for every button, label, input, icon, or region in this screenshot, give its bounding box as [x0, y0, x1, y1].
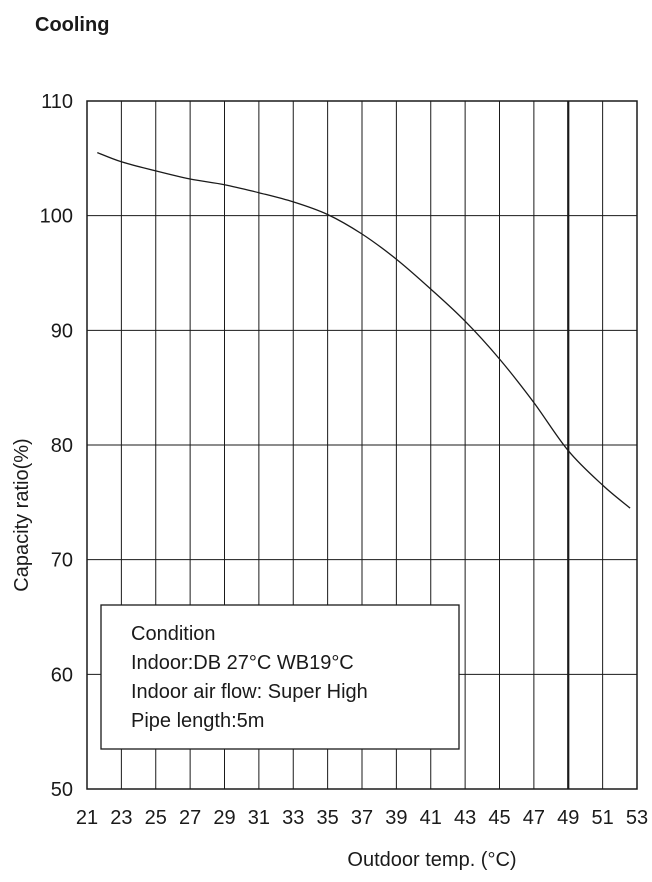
tick-labels: 21 23 25 27 29 31 33 35 37 39 41 43 45 47 49 51 53 50 60 70… — [40, 91, 649, 829]
x-tick-label-29: 29 — [213, 807, 235, 829]
y-tick-label-90: 90 — [51, 320, 73, 342]
y-tick-label-60: 60 — [51, 664, 73, 686]
y-axis-label: Capacity ratio(%) — [11, 438, 33, 591]
x-tick-label-45: 45 — [488, 807, 510, 829]
x-tick-label-25: 25 — [145, 807, 167, 829]
chart-title: Cooling — [35, 14, 110, 36]
x-tick-label-27: 27 — [179, 807, 201, 829]
x-tick-label-31: 31 — [248, 807, 270, 829]
x-tick-label-23: 23 — [110, 807, 132, 829]
x-tick-label-43: 43 — [454, 807, 476, 829]
condition-line-2: Indoor:DB 27°C WB19°C — [131, 652, 354, 674]
x-tick-label-41: 41 — [420, 807, 442, 829]
condition-box: Condition Indoor:DB 27°C WB19°C Indoor air… — [100, 604, 460, 750]
x-tick-label-49: 49 — [557, 807, 579, 829]
x-tick-label-51: 51 — [592, 807, 614, 829]
y-tick-label-100: 100 — [40, 206, 73, 228]
x-tick-label-47: 47 — [523, 807, 545, 829]
x-tick-label-21: 21 — [76, 807, 98, 829]
condition-line-4: Pipe length:5m — [131, 710, 264, 732]
plot-border — [86, 100, 638, 790]
x-tick-label-35: 35 — [317, 807, 339, 829]
x-tick-label-33: 33 — [282, 807, 304, 829]
x-tick-label-39: 39 — [385, 807, 407, 829]
condition-line-3: Indoor air flow: Super High — [131, 681, 368, 703]
series-line — [97, 151, 631, 509]
x-axis-label: Outdoor temp. (°C) — [347, 849, 516, 871]
y-tick-label-70: 70 — [51, 550, 73, 572]
y-tick-label-110: 110 — [41, 91, 73, 113]
y-tick-label-50: 50 — [51, 779, 73, 801]
x-tick-label-37: 37 — [351, 807, 373, 829]
x-tick-label-53: 53 — [626, 807, 648, 829]
condition-box-frame — [100, 604, 460, 750]
condition-line-1: Condition — [131, 623, 216, 645]
y-tick-label-80: 80 — [51, 435, 73, 457]
